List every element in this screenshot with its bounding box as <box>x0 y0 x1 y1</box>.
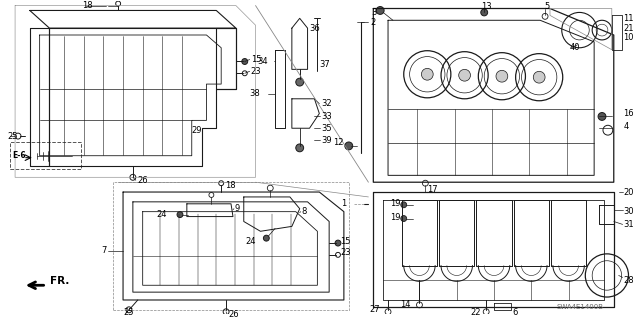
Text: 26: 26 <box>228 310 239 319</box>
Text: 24: 24 <box>157 210 167 219</box>
Circle shape <box>459 69 470 81</box>
Text: 27: 27 <box>369 305 380 314</box>
Text: 39: 39 <box>321 136 332 145</box>
Circle shape <box>345 142 353 150</box>
Circle shape <box>242 59 248 64</box>
Text: 28: 28 <box>623 276 634 285</box>
Text: 15: 15 <box>251 55 261 64</box>
Text: 23: 23 <box>340 249 351 257</box>
Text: 25: 25 <box>123 308 134 317</box>
Circle shape <box>376 6 384 14</box>
Text: 35: 35 <box>321 124 332 133</box>
Text: 14: 14 <box>400 300 411 309</box>
Circle shape <box>264 235 269 241</box>
Text: 4: 4 <box>623 122 629 131</box>
Text: 32: 32 <box>321 99 332 108</box>
Text: 3: 3 <box>371 8 376 17</box>
Text: 18: 18 <box>82 1 92 10</box>
Circle shape <box>296 78 303 86</box>
Text: 15: 15 <box>340 237 351 246</box>
Text: 33: 33 <box>321 112 332 121</box>
Text: 1: 1 <box>342 199 347 208</box>
Text: 21: 21 <box>623 24 634 33</box>
Bar <box>10 142 81 169</box>
Text: 9: 9 <box>235 204 240 213</box>
Text: 13: 13 <box>481 2 492 11</box>
Text: 20: 20 <box>623 188 634 197</box>
Text: 2: 2 <box>371 18 376 27</box>
Text: 11: 11 <box>623 14 634 23</box>
Text: 12: 12 <box>333 138 344 147</box>
Text: 7: 7 <box>101 246 106 256</box>
Text: FR.: FR. <box>51 276 70 286</box>
Text: 10: 10 <box>623 33 634 42</box>
Circle shape <box>335 240 341 246</box>
Text: 36: 36 <box>310 24 320 33</box>
Text: 38: 38 <box>250 89 260 98</box>
Text: 34: 34 <box>258 57 268 66</box>
Bar <box>113 182 349 310</box>
Text: 31: 31 <box>623 220 634 229</box>
Text: 16: 16 <box>623 109 634 118</box>
Text: 26: 26 <box>138 176 148 185</box>
Circle shape <box>177 212 183 218</box>
Text: SWA4E1400B: SWA4E1400B <box>557 304 604 310</box>
Circle shape <box>401 202 406 208</box>
Text: 29: 29 <box>192 126 202 135</box>
Circle shape <box>533 71 545 83</box>
Text: 17: 17 <box>428 185 438 194</box>
Text: 40: 40 <box>570 43 580 52</box>
Text: 23: 23 <box>251 67 261 76</box>
Circle shape <box>496 70 508 82</box>
Text: 19: 19 <box>390 213 401 222</box>
Circle shape <box>481 9 488 16</box>
Text: 19: 19 <box>390 199 401 208</box>
Text: 5: 5 <box>545 2 550 11</box>
Circle shape <box>598 113 606 120</box>
Text: 22: 22 <box>471 308 481 317</box>
Text: 24: 24 <box>245 237 255 246</box>
Text: 30: 30 <box>623 207 634 216</box>
Text: 25: 25 <box>7 132 18 141</box>
Text: 8: 8 <box>301 207 307 216</box>
Text: E-6: E-6 <box>12 151 26 160</box>
Circle shape <box>401 216 406 221</box>
Circle shape <box>421 68 433 80</box>
Text: 18: 18 <box>225 181 236 190</box>
Text: 37: 37 <box>319 60 330 69</box>
Circle shape <box>296 144 303 152</box>
Text: 6: 6 <box>513 308 518 317</box>
